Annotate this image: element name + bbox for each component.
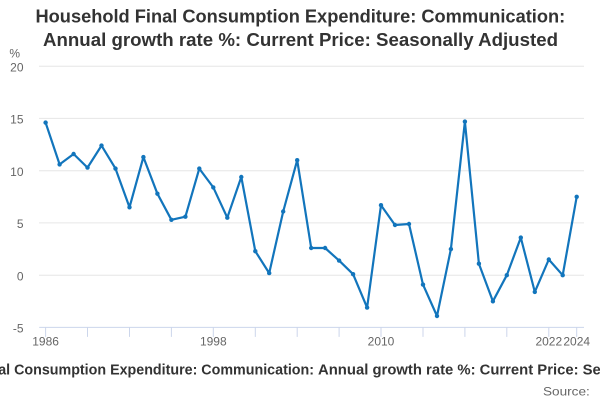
svg-text:20: 20 bbox=[10, 60, 24, 74]
svg-text:Source:: Source: bbox=[543, 384, 590, 398]
svg-text:Annual: Annual bbox=[318, 363, 373, 379]
svg-text:0: 0 bbox=[17, 269, 24, 283]
svg-text:2024: 2024 bbox=[563, 335, 590, 349]
svg-text:2010: 2010 bbox=[368, 335, 395, 349]
svg-text:%: % bbox=[9, 47, 20, 61]
svg-text:5: 5 bbox=[17, 217, 24, 231]
svg-text:growth rate %: Current Price:: growth rate %: Current Price: Seasonally… bbox=[373, 363, 600, 379]
svg-text:2022: 2022 bbox=[535, 335, 562, 349]
svg-text:1986: 1986 bbox=[32, 335, 59, 349]
svg-text:1998: 1998 bbox=[200, 335, 227, 349]
svg-text:Communication:: Communication: bbox=[201, 363, 318, 379]
svg-text:-5: -5 bbox=[13, 322, 24, 336]
svg-text:Household Final Consumption Ex: Household Final Consumption Expenditure: bbox=[0, 363, 201, 379]
svg-text:15: 15 bbox=[10, 113, 24, 127]
svg-text:Annual growth rate %: Current: Annual growth rate %: Current Price: Sea… bbox=[43, 29, 558, 50]
svg-text:10: 10 bbox=[10, 165, 24, 179]
svg-text:Household Final Consumption Ex: Household Final Consumption Expenditure:… bbox=[36, 6, 566, 27]
